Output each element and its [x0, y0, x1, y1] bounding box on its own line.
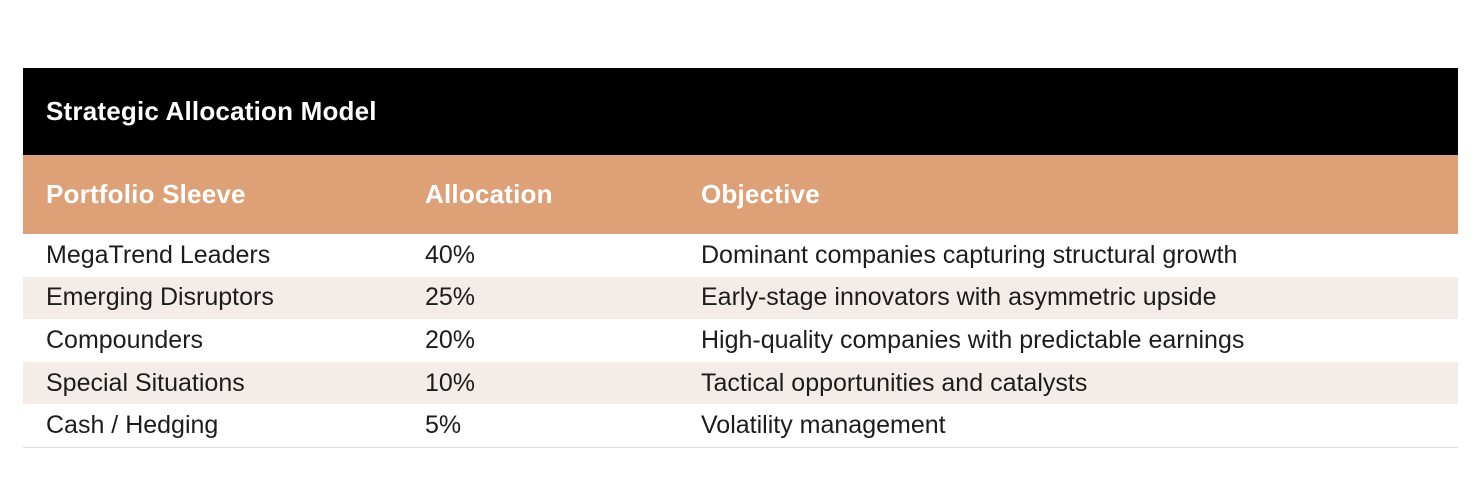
cell-objective: Volatility management — [701, 411, 946, 440]
cell-objective: Dominant companies capturing structural … — [701, 240, 1238, 269]
cell-allocation: 10% — [425, 368, 476, 397]
cell-objective: Early-stage innovators with asymmetric u… — [701, 283, 1217, 312]
cell-allocation: 25% — [425, 283, 476, 312]
cell-allocation: 5% — [425, 411, 462, 440]
cell-sleeve: Emerging Disruptors — [46, 283, 274, 312]
cell-sleeve: Compounders — [46, 325, 204, 354]
table-row: MegaTrend Leaders 40% Dominant companies… — [23, 234, 1458, 277]
table-row: Emerging Disruptors 25% Early-stage inno… — [23, 276, 1458, 320]
column-header-row: Portfolio Sleeve Allocation Objective — [23, 155, 1458, 234]
cell-objective: Tactical opportunities and catalysts — [701, 368, 1088, 397]
table-row: Cash / Hedging 5% Volatility management — [23, 404, 1458, 447]
table-row: Special Situations 10% Tactical opportun… — [23, 361, 1458, 405]
table-title-bar: Strategic Allocation Model — [23, 68, 1458, 155]
cell-sleeve: Cash / Hedging — [46, 411, 219, 440]
cell-sleeve: MegaTrend Leaders — [46, 240, 271, 269]
column-header-objective: Objective — [701, 179, 820, 209]
cell-objective: High-quality companies with predictable … — [701, 325, 1245, 354]
cell-allocation: 40% — [425, 240, 476, 269]
column-header-allocation: Allocation — [425, 179, 553, 209]
column-header-portfolio-sleeve: Portfolio Sleeve — [46, 179, 246, 209]
cell-allocation: 20% — [425, 325, 476, 354]
table-row: Compounders 20% High-quality companies w… — [23, 319, 1458, 362]
strategic-allocation-table: Strategic Allocation Model Portfolio Sle… — [23, 68, 1458, 448]
cell-sleeve: Special Situations — [46, 368, 245, 397]
table-title: Strategic Allocation Model — [46, 96, 377, 126]
